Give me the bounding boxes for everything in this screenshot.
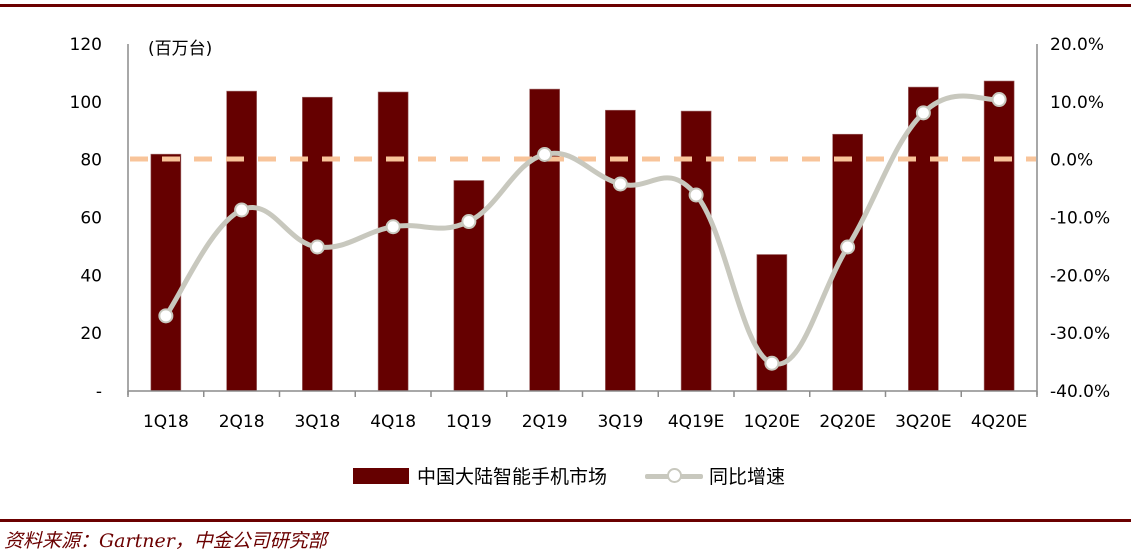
bar [529,88,560,392]
left-axis-ticks: - 20 40 60 80 100 120 [70,35,102,402]
bar-series [150,80,1015,392]
line-marker [537,146,553,162]
right-axis-ticks: -40.0% -30.0% -20.0% -10.0% 0.0% 10.0% 20.0% [1050,35,1110,402]
line-marker [991,92,1007,108]
right-tick-label: 0.0% [1050,151,1093,171]
x-tick-label: 1Q18 [143,412,189,432]
x-tick-label: 2Q19 [522,412,568,432]
legend-line-label: 同比增速 [709,466,786,488]
line-marker [309,239,325,255]
bar [680,110,712,392]
unit-label: (百万台) [148,39,212,59]
legend-line-swatch [645,466,704,486]
right-tick-label: 10.0% [1050,93,1104,113]
left-tick-label: 80 [80,151,102,171]
line-marker [385,219,401,235]
source-rule [0,519,1131,522]
right-tick-label: -40.0% [1050,382,1110,402]
legend-bar-swatch [353,467,409,484]
x-tick-label: 4Q18 [370,412,416,432]
left-tick-label: 20 [80,324,102,344]
x-tick-label: 3Q18 [294,412,340,432]
x-tick-label: 2Q20E [819,412,876,432]
top-rule [0,4,1131,7]
yoy-growth-line [163,93,1000,367]
bar [983,80,1015,392]
bar [908,86,939,392]
legend-bar-label: 中国大陆智能手机市场 [417,466,608,488]
bar [226,90,257,392]
line-marker [688,187,704,203]
x-tick-label: 3Q19 [597,412,643,432]
right-tick-label: -20.0% [1050,266,1110,286]
line-marker [461,214,477,230]
x-tick-label: 2Q18 [219,412,265,432]
x-tick-label: 4Q19E [668,412,725,432]
legend: 中国大陆智能手机市场 同比增速 [353,462,785,489]
chart-plot: - 20 40 60 80 100 120 -40.0% -30.0% -20.0% -10.0%… [70,35,1111,432]
bar [605,109,636,392]
x-axis-ticks [127,391,1038,397]
bar [150,153,182,392]
line-marker [234,202,250,218]
line-marker [840,239,856,255]
right-tick-label: 20.0% [1050,35,1104,55]
x-tick-label: 4Q20E [971,412,1028,432]
bar [377,91,409,392]
source-note: 资料来源：Gartner，中金公司研究部 [4,530,327,552]
left-tick-label: 40 [80,266,102,286]
line-marker [764,355,780,371]
x-tick-label: 1Q20E [744,412,801,432]
x-tick-label: 3Q20E [895,412,952,432]
x-tick-label: 1Q19 [446,412,492,432]
left-tick-label: 120 [70,35,102,55]
line-marker [612,176,628,192]
yoy-growth-markers [158,92,1007,371]
left-tick-label: - [96,382,102,402]
line-marker [158,308,174,324]
x-axis-labels: 1Q18 2Q18 3Q18 4Q18 1Q19 2Q19 3Q19 4Q19E 1Q20E 2Q… [143,412,1027,432]
line-marker [915,105,931,121]
right-tick-label: -10.0% [1050,209,1110,229]
right-tick-label: -30.0% [1050,324,1110,344]
left-tick-label: 60 [80,209,102,229]
left-tick-label: 100 [70,93,102,113]
